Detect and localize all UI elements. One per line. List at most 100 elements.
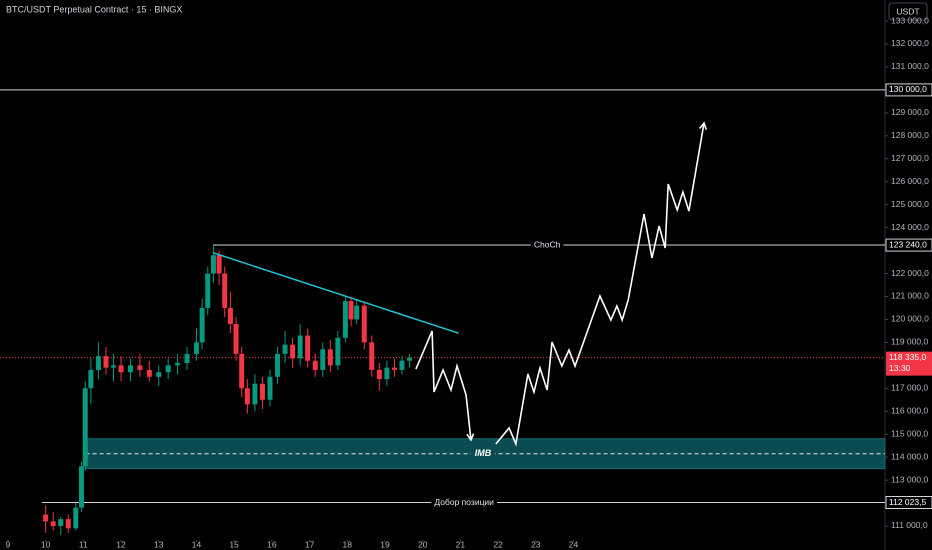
candle-body [275, 353, 281, 377]
candle-body [282, 344, 288, 354]
candle-body [320, 349, 326, 370]
projection-arrowhead [466, 433, 475, 442]
y-tick-label: 133 000,0 [891, 15, 929, 25]
candle-body [199, 307, 205, 343]
candle-body [348, 301, 354, 320]
candle-body [335, 337, 341, 366]
y-tick-label: 115 000,0 [891, 428, 928, 438]
y-tick-label: 128 000,0 [891, 130, 929, 140]
candle-body [58, 519, 64, 526]
candle-body [65, 519, 71, 529]
y-tick-label: 127 000,0 [891, 153, 929, 163]
candle-body [312, 360, 318, 370]
candle-body [354, 305, 360, 320]
candle-body [50, 521, 56, 526]
level-price-label: 130 000,0 [889, 84, 927, 94]
candle-body [239, 353, 245, 389]
candle-body [88, 369, 94, 389]
level-price-label: 112 023,5 [889, 497, 926, 507]
x-tick-label: 24 [569, 539, 579, 549]
candle-body [361, 305, 367, 343]
x-tick-label: 17 [305, 539, 315, 549]
candle-body [127, 365, 133, 373]
countdown-label: 13:30 [889, 363, 911, 373]
level-price-bg [885, 496, 932, 510]
candle-body [259, 383, 265, 400]
level-text-bg [530, 239, 564, 252]
candle-body [43, 514, 49, 522]
candle-body [111, 365, 117, 368]
candle-body [327, 349, 333, 366]
candle-body [305, 335, 311, 361]
candle-body [233, 324, 239, 354]
x-tick-label: 9 [6, 539, 11, 549]
y-tick-label: 116 000,0 [891, 405, 928, 415]
y-tick-label: 120 000,0 [891, 314, 929, 324]
candle-body [184, 353, 190, 364]
y-tick-label: 129 000,0 [891, 107, 929, 117]
x-tick-label: 10 [41, 539, 51, 549]
candle-body [252, 383, 258, 405]
y-tick-label: 132 000,0 [891, 38, 929, 48]
candle-body [290, 344, 296, 359]
x-tick-label: 14 [192, 539, 202, 549]
x-tick-label: 12 [116, 539, 126, 549]
level-text: Добор позиции [434, 497, 494, 507]
y-tick-label: 113 000,0 [891, 474, 928, 484]
candle-body [118, 365, 124, 373]
current-price-bg [886, 351, 932, 376]
candle-body [146, 369, 152, 377]
x-tick-label: 19 [380, 539, 390, 549]
projection-path [415, 330, 472, 441]
currency-button[interactable] [888, 2, 928, 21]
candle-body [210, 255, 216, 274]
x-tick-label: 11 [79, 539, 88, 549]
y-tick-label: 117 000,0 [891, 383, 928, 393]
candle-body [227, 307, 233, 325]
y-tick-label: 126 000,0 [891, 176, 929, 186]
y-tick-label: 114 000,0 [891, 451, 928, 461]
candle-body [82, 388, 88, 467]
candle-body [399, 360, 405, 370]
x-tick-label: 22 [493, 539, 503, 549]
y-tick-label: 131 000,0 [891, 61, 929, 71]
candle-body [369, 342, 375, 370]
level-price-bg [885, 83, 932, 97]
candle-body [376, 369, 382, 380]
candle-body [137, 365, 143, 370]
level-price-label: 123 240,0 [889, 239, 927, 249]
level-price-bg [885, 238, 932, 252]
current-price-label: 118 335,0 [889, 352, 926, 362]
candle-body [165, 365, 171, 373]
candle-body [407, 357, 413, 361]
candle-body [156, 372, 162, 377]
candle-body [205, 273, 211, 308]
y-tick-label: 124 000,0 [891, 222, 929, 232]
candle-body [384, 367, 390, 380]
y-tick-label: 125 000,0 [891, 199, 929, 209]
candle-body [222, 273, 228, 308]
chart-title: BTC/USDT Perpetual Contract · 15 · BINGX [6, 4, 182, 14]
x-tick-label: 20 [418, 539, 428, 549]
candle-body [78, 466, 84, 508]
x-tick-label: 21 [456, 539, 466, 549]
candle-body [103, 356, 109, 368]
y-tick-label: 121 000,0 [891, 291, 929, 301]
candle-body [342, 301, 348, 338]
candle-body [267, 376, 273, 400]
x-tick-label: 13 [154, 539, 164, 549]
level-text-bg [431, 496, 497, 509]
candle-body [193, 342, 199, 354]
projection-arrowhead [699, 121, 708, 130]
currency-label[interactable]: USDT [896, 6, 919, 16]
projection-path [495, 122, 705, 447]
x-tick-label: 15 [229, 539, 239, 549]
trendline [213, 252, 459, 334]
candle-body [73, 507, 79, 529]
candle-body [95, 356, 101, 370]
candle-body [175, 363, 181, 366]
x-tick-label: 18 [343, 539, 353, 549]
zone-label-bg [471, 447, 496, 460]
x-tick-label: 23 [531, 539, 541, 549]
